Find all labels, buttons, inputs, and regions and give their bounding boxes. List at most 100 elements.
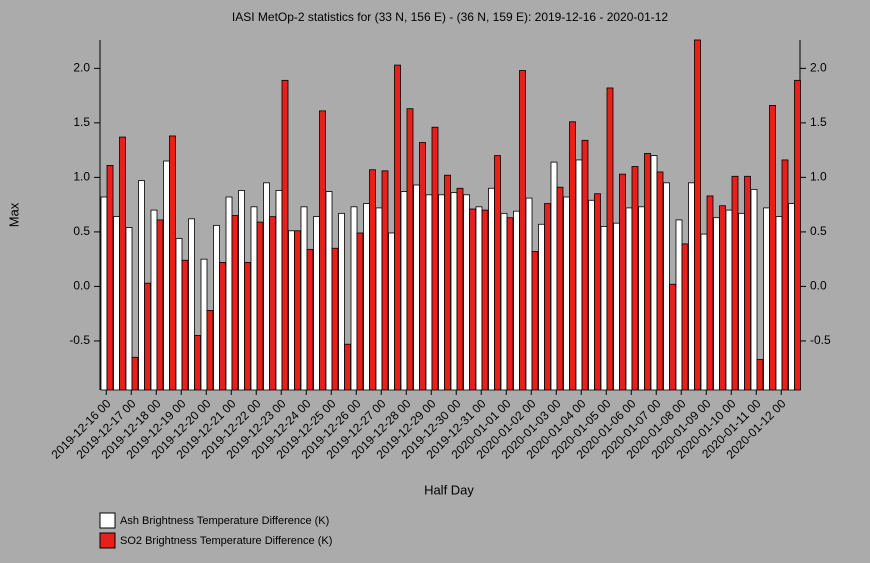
y2-tick-label: 2.0 [810,61,827,75]
bar [700,233,708,391]
bar [369,169,376,391]
bar [394,64,401,391]
y2-tick-label: 1.0 [810,170,827,184]
bar [600,226,608,391]
bar [313,216,320,391]
bar [219,262,226,391]
bar [606,87,614,391]
bar [544,203,551,391]
y-tick-label: 0.0 [73,279,90,293]
bar [344,343,351,391]
bar [194,335,201,391]
bar [650,155,658,391]
bar [556,186,564,391]
bar [275,190,283,391]
bar [431,126,439,391]
bar [481,209,489,391]
bar [319,110,326,391]
bar [531,251,539,391]
bar [231,215,239,391]
bar [263,182,270,391]
bar [550,161,558,391]
bar [200,258,208,391]
bar [725,209,733,391]
bar [388,232,395,391]
bar [238,190,245,391]
bar [413,184,420,391]
bar [288,230,295,391]
bar [675,219,683,391]
y-tick-label: 2.0 [73,61,90,75]
bar [613,222,620,391]
bar [706,195,714,391]
bar [294,230,301,391]
bar [744,175,751,391]
bar [788,203,795,391]
bar [750,188,758,391]
bar [456,187,464,391]
bar [538,223,545,391]
bar [494,155,501,391]
bar [306,248,314,391]
bar [144,282,151,391]
bar [419,142,426,391]
bar [631,166,639,391]
bar [463,194,470,391]
bar [781,159,789,391]
bar [763,207,770,391]
y2-tick-label: 1.5 [810,115,827,129]
bar [594,193,601,391]
x-axis-label: Half Day [424,482,474,497]
bar [756,359,764,391]
bar [150,209,158,391]
bar [506,217,514,391]
bar [488,187,495,391]
bar [713,217,720,391]
bar [625,207,633,391]
bar [375,207,383,391]
legend-label: SO2 Brightness Temperature Difference (K… [120,535,332,547]
bar [638,206,645,391]
bar [469,208,476,391]
bar [406,108,414,391]
y-tick-label: -0.5 [69,333,90,347]
bar [694,39,701,391]
chart-title: IASI MetOp-2 statistics for (33 N, 156 E… [232,10,669,24]
bar [688,182,695,391]
bar [138,180,145,391]
bar [206,310,214,391]
bar [131,356,139,391]
bar [163,160,170,391]
bar [663,182,670,391]
bar [125,227,133,391]
bar [588,199,595,391]
bar [581,139,589,391]
bar [475,206,483,391]
bar [569,121,576,391]
bar [644,152,651,391]
bar [525,197,533,391]
bar [363,203,370,391]
bar [681,243,689,391]
bar [775,216,783,391]
bar [213,224,220,391]
bar [513,210,520,391]
bar [400,191,408,391]
bar [356,232,364,391]
bar [669,283,676,391]
bar [100,196,108,391]
y-tick-label: 1.0 [73,170,90,184]
bar [731,175,739,391]
bar [113,216,120,391]
bar [519,70,526,391]
bar [106,164,114,391]
bar [769,105,776,391]
bar [181,259,189,391]
bar [281,79,289,391]
legend-swatch [99,532,116,549]
y-axis-label: Max [6,202,21,227]
bar [738,212,745,391]
bar [350,206,358,391]
bar [188,218,195,391]
